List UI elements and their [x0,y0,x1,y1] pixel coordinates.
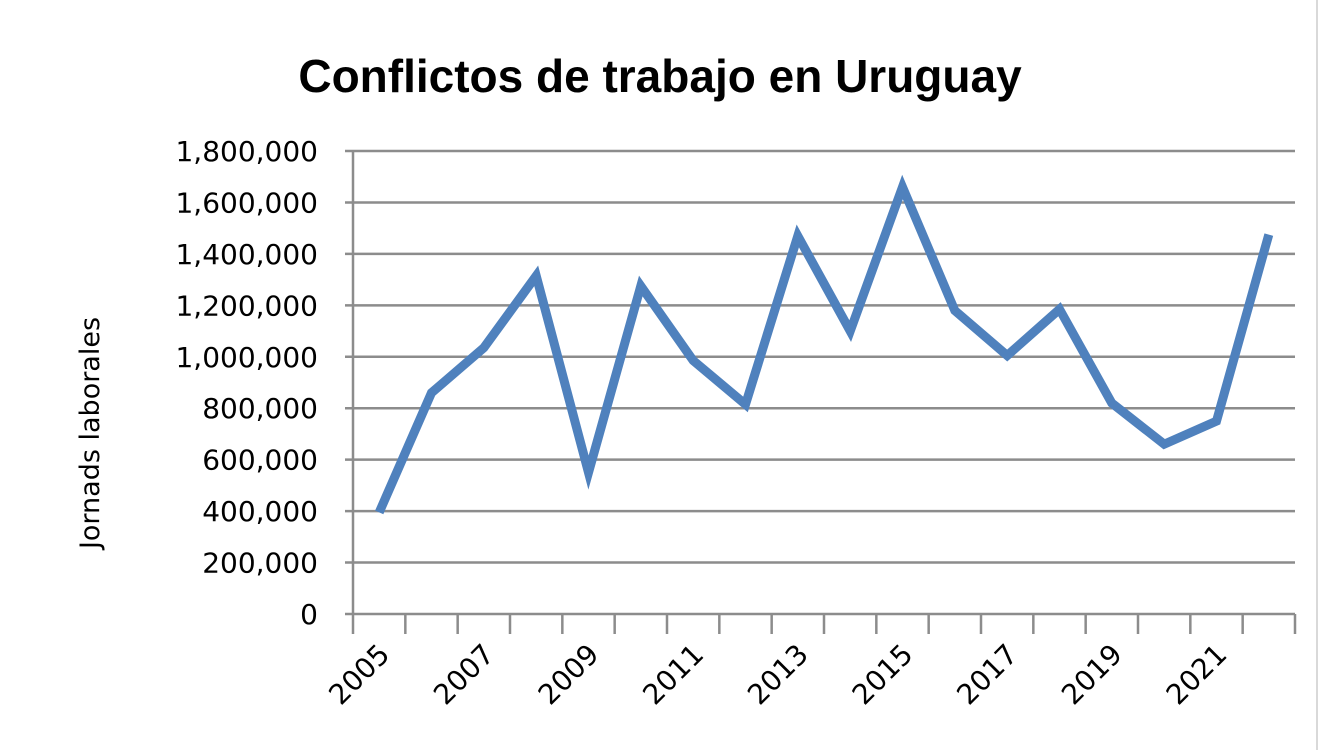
y-tick-label: 1,200,000 [175,289,318,322]
y-tick-label: 200,000 [202,547,318,580]
y-tick-label: 600,000 [202,444,318,477]
series-group [375,174,1274,515]
x-tick-label: 2017 [950,638,1024,712]
x-tick-label: 2007 [427,638,501,712]
series-line [375,174,1274,515]
x-tick-label: 2009 [532,638,606,712]
x-axis-ticks: 2005 2007 2009 2011 2013 2015 2017 2019 2021 [322,638,1233,712]
x-tick-label: 2005 [322,638,396,712]
y-tick-label: 0 [300,598,318,631]
y-tick-label: 800,000 [202,392,318,425]
y-axis-ticks: 0 200,000 400,000 600,000 800,000 1,000,000 1,… [175,135,318,631]
x-axis [345,151,1297,634]
y-tick-label: 400,000 [202,495,318,528]
gridlines [345,149,1295,564]
y-tick-label: 1,800,000 [175,135,318,168]
y-tick-label: 1,400,000 [175,238,318,271]
y-tick-label: 1,000,000 [175,341,318,374]
y-axis-label: Jornads laborales [75,317,106,551]
x-tick-label: 2011 [636,638,710,712]
x-tick-label: 2021 [1160,638,1234,712]
x-tick-label: 2013 [741,638,815,712]
x-tick-label: 2019 [1055,638,1129,712]
y-tick-label: 1,600,000 [175,186,318,219]
chart-title: Conflictos de trabajo en Uruguay [298,50,1022,102]
x-tick-label: 2015 [846,638,920,712]
